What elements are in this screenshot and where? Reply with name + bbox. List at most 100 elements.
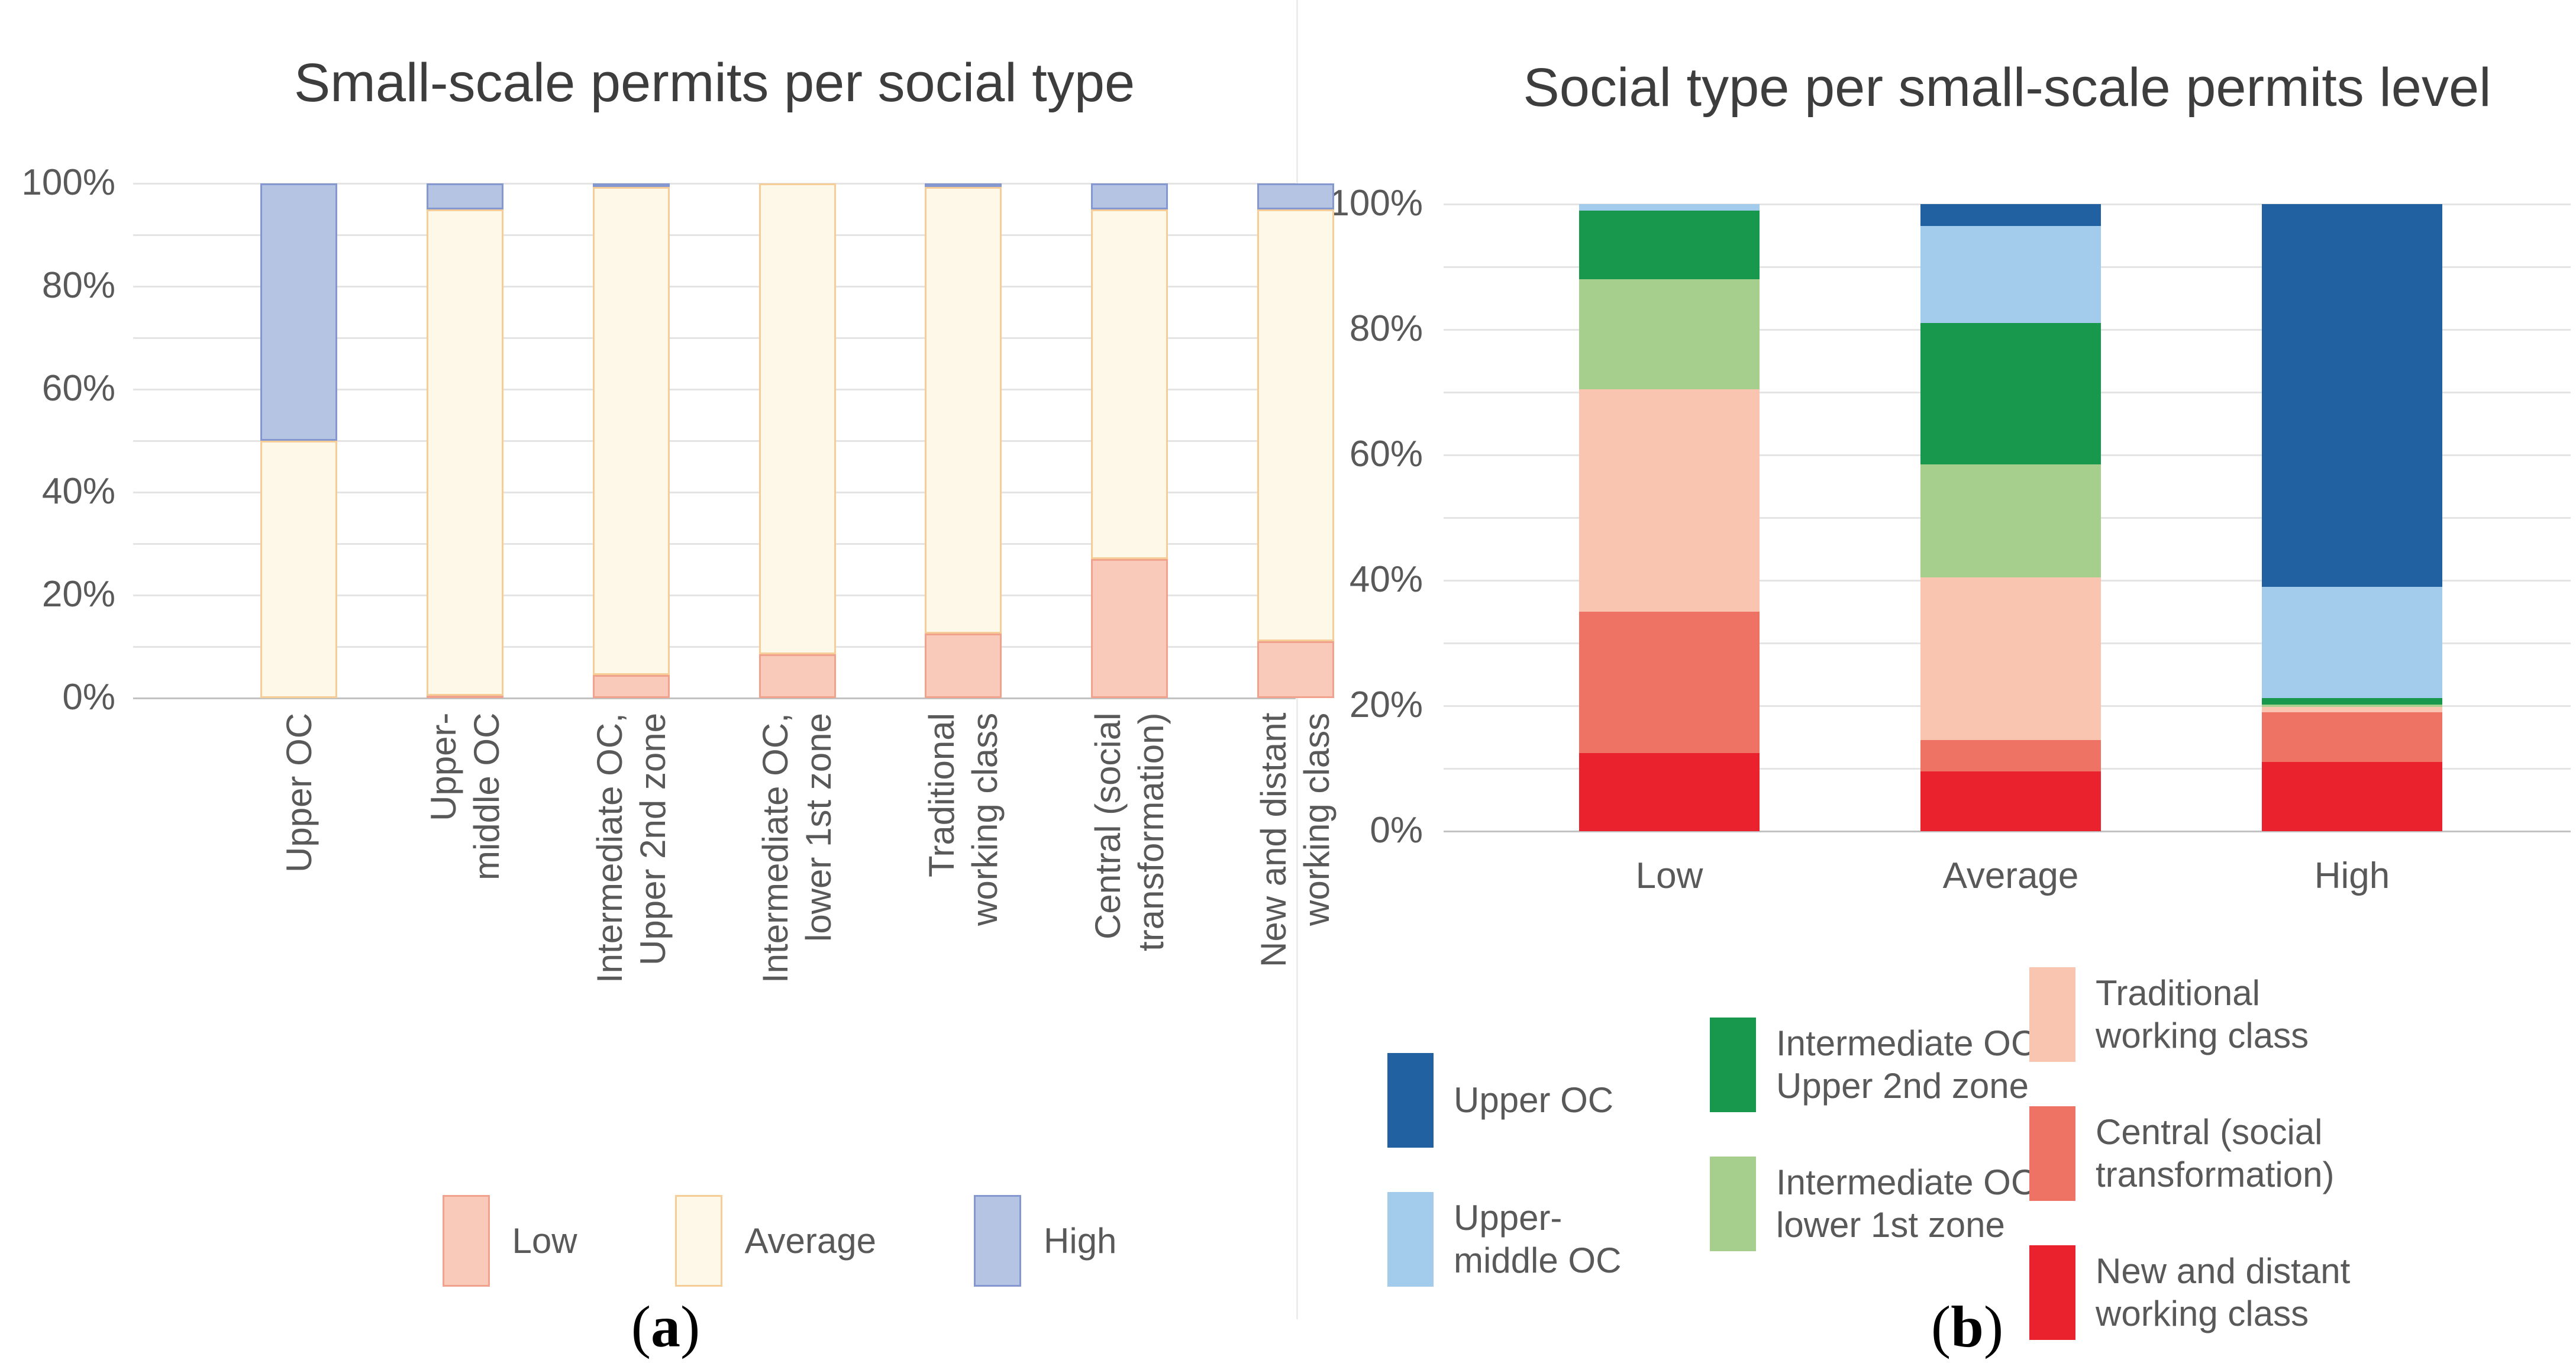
legend-label: Traditional working class xyxy=(2096,973,2309,1055)
bar-segment-Upper OC xyxy=(1920,204,2101,227)
chart-a-plot xyxy=(133,182,1334,699)
bar-segment-High xyxy=(1090,183,1168,209)
bar-segment-Average xyxy=(1090,209,1168,560)
legend-item-Traditional working class: Traditional working class xyxy=(2029,967,2350,1062)
gridline-80 xyxy=(133,285,1296,288)
bar-Low xyxy=(1579,204,1760,831)
legend-swatch-Low xyxy=(442,1195,490,1287)
caption-b: (b) xyxy=(1931,1293,2003,1361)
legend-swatch-Average xyxy=(674,1195,722,1287)
bar-segment-Intermediate OC, Upper 2nd zone xyxy=(2262,698,2442,705)
legend-item-New and distant working class: New and distant working class xyxy=(2029,1245,2350,1340)
y-tick-label: 40% xyxy=(1349,559,1423,600)
legend-column-3: Traditional working class Central (social… xyxy=(2029,967,2350,1340)
bar-segment-Central (social transformation) xyxy=(1579,612,1760,753)
bar-segment-High xyxy=(1257,183,1334,209)
caption-a-paren-open: ( xyxy=(631,1294,651,1359)
y-tick-label: 60% xyxy=(1349,434,1423,475)
bar-segment-Upper-middle OC xyxy=(1920,226,2101,324)
bar-segment-Central (social transformation) xyxy=(1920,740,2101,772)
bar-segment-High xyxy=(925,183,1002,188)
y-tick-label: 0% xyxy=(1370,810,1423,851)
legend-item-Average: Average xyxy=(674,1195,876,1287)
y-tick-label: 40% xyxy=(41,471,115,512)
legend-item-High: High xyxy=(974,1195,1116,1287)
bar-segment-Low xyxy=(1257,641,1334,698)
legend-swatch-Central (social transformation) xyxy=(2029,1106,2075,1201)
gridline-10 xyxy=(133,645,1296,648)
legend-label: High xyxy=(1044,1221,1117,1261)
legend-column-1: Upper OC Upper- middle OC xyxy=(1387,1053,1621,1287)
legend-column-2: Intermediate OC, Upper 2nd zone Intermedi… xyxy=(1710,1018,2046,1251)
bar-segment-New and distant working class xyxy=(1920,771,2101,831)
caption-b-letter: b xyxy=(1951,1294,1984,1359)
gridline-0 xyxy=(1444,830,2571,832)
bar-segment-Upper OC xyxy=(2262,204,2442,587)
legend-item-Low: Low xyxy=(442,1195,577,1287)
bar-Intermediate OC, lower 1st zone xyxy=(758,183,836,698)
x-tick-label: High xyxy=(2314,855,2390,896)
bar-segment-Upper-middle OC xyxy=(2262,586,2442,699)
bar-segment-Upper-middle OC xyxy=(1579,204,1760,211)
gridline-100 xyxy=(133,182,1296,185)
chart-a-legend: Low Average High xyxy=(198,1195,1361,1287)
panel-chart-b: Social type per small-scale permits leve… xyxy=(1296,0,2576,1363)
bar-Upper OC xyxy=(260,183,338,698)
bar-segment-Low xyxy=(592,674,670,698)
legend-swatch-Intermediate OC, lower 1st zone xyxy=(1710,1157,1756,1251)
bar-Upper-middle OC xyxy=(427,183,504,698)
legend-swatch-New and distant working class xyxy=(2029,1245,2075,1340)
legend-label: Upper- middle OC xyxy=(1454,1198,1622,1280)
bar-segment-Average xyxy=(758,183,836,655)
bar-Intermediate OC, Upper 2nd zone xyxy=(592,183,670,698)
bar-segment-Intermediate OC, Upper 2nd zone xyxy=(1579,210,1760,280)
y-tick-label: 80% xyxy=(41,265,115,306)
legend-item-Upper-middle OC: Upper- middle OC xyxy=(1387,1192,1621,1287)
bar-segment-Intermediate OC, lower 1st zone xyxy=(1579,279,1760,389)
bar-segment-Central (social transformation) xyxy=(2262,712,2442,763)
legend-swatch-Upper OC xyxy=(1387,1053,1434,1148)
bar-segment-Average xyxy=(260,441,338,698)
bar-Central (social transformation) xyxy=(1090,183,1168,698)
legend-item-Upper OC: Upper OC xyxy=(1387,1053,1621,1148)
legend-swatch-Intermediate OC, Upper 2nd zone xyxy=(1710,1018,1756,1112)
caption-a-letter: a xyxy=(651,1294,680,1359)
chart-a-title: Small-scale permits per social type xyxy=(293,53,1135,113)
y-tick-label: 80% xyxy=(1349,308,1423,350)
bar-segment-Traditional working class xyxy=(2262,707,2442,712)
bar-segment-Low xyxy=(1090,559,1168,698)
bar-segment-Low xyxy=(925,634,1002,698)
caption-a-paren-close: ) xyxy=(680,1294,701,1359)
bar-segment-Intermediate OC, lower 1st zone xyxy=(1920,464,2101,577)
bar-New and distant working class xyxy=(1257,183,1334,698)
bar-segment-High xyxy=(592,183,670,188)
gridline-20 xyxy=(133,594,1296,596)
bar-segment-Average xyxy=(925,187,1002,634)
bar-segment-High xyxy=(260,183,338,441)
gridline-50 xyxy=(133,440,1296,442)
legend-swatch-Traditional working class xyxy=(2029,967,2075,1062)
bar-segment-Intermediate OC, lower 1st zone xyxy=(2262,704,2442,708)
legend-label: Low xyxy=(512,1221,577,1261)
gridline-30 xyxy=(133,542,1296,545)
y-tick-label: 20% xyxy=(41,574,115,615)
legend-label: Central (social transformation) xyxy=(2096,1112,2335,1194)
bar-segment-Traditional working class xyxy=(1920,577,2101,741)
caption-b-paren-open: ( xyxy=(1931,1294,1951,1359)
legend-swatch-High xyxy=(974,1195,1022,1287)
legend-label: Intermediate OC, lower 1st zone xyxy=(1776,1162,2046,1245)
bar-segment-New and distant working class xyxy=(1579,752,1760,831)
y-tick-label: 20% xyxy=(1349,684,1423,726)
bar-Average xyxy=(1920,204,2101,831)
bar-High xyxy=(2262,204,2442,831)
legend-item-Central (social transformation): Central (social transformation) xyxy=(2029,1106,2350,1201)
bar-Traditional working class xyxy=(925,183,1002,698)
gridline-90 xyxy=(133,234,1296,236)
bar-segment-Low xyxy=(758,654,836,698)
legend-swatch-Upper-middle OC xyxy=(1387,1192,1434,1287)
bar-segment-Traditional working class xyxy=(1579,389,1760,612)
caption-a: (a) xyxy=(631,1293,701,1361)
chart-b-plot xyxy=(1444,203,2571,832)
legend-label: New and distant working class xyxy=(2096,1251,2351,1333)
